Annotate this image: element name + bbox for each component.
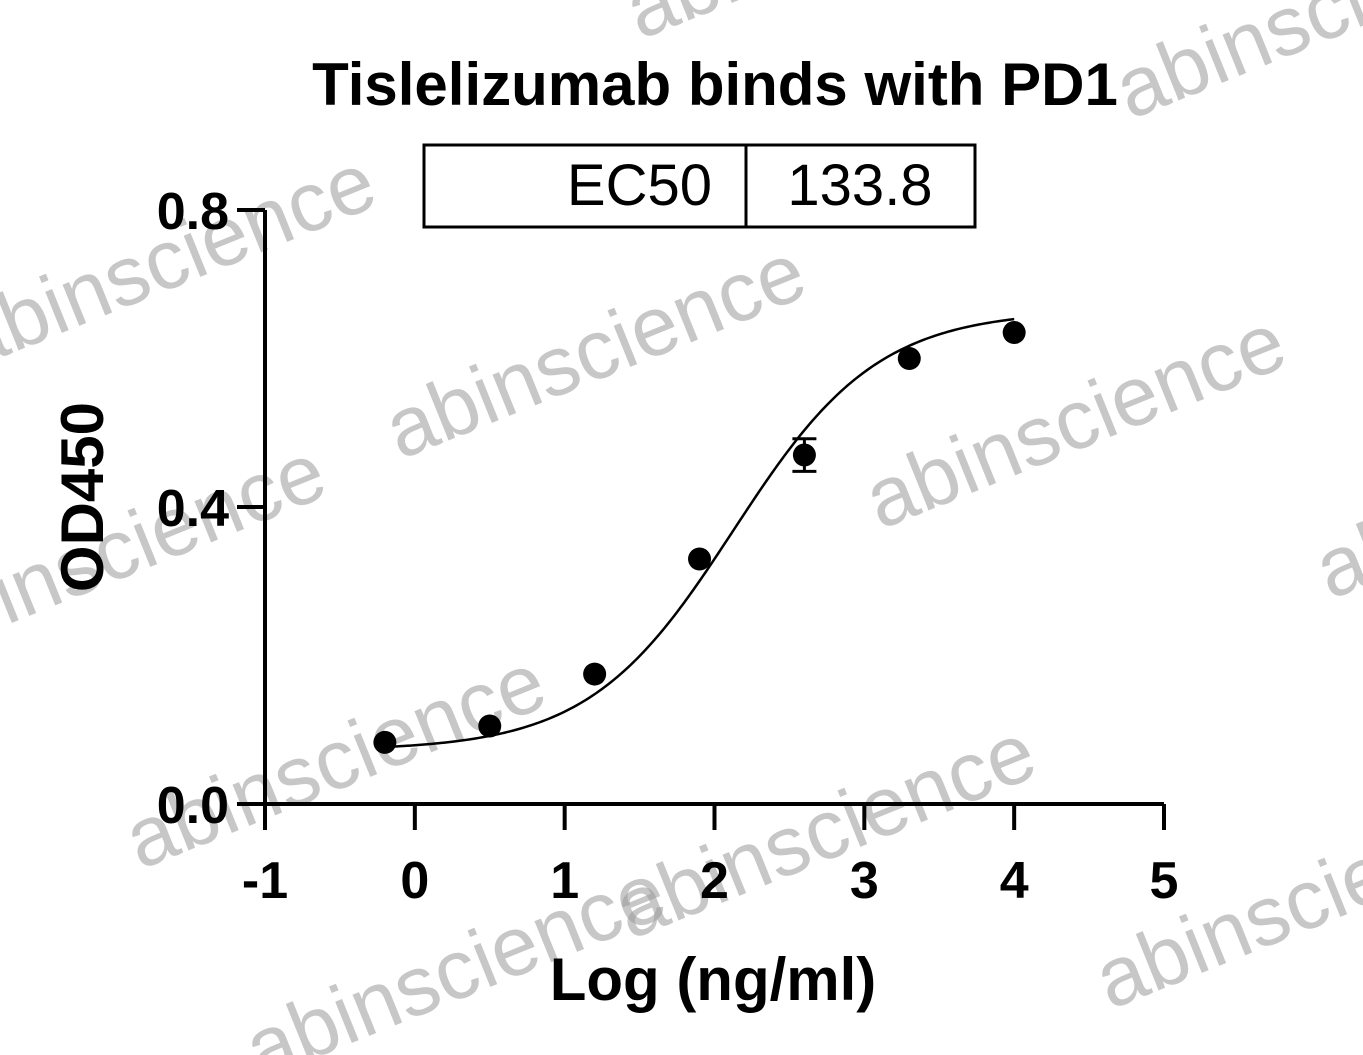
y-ticks: 0.0 0.4 0.8 — [157, 183, 265, 835]
y-tick-label: 0.8 — [157, 183, 229, 241]
data-point — [583, 662, 607, 686]
data-point — [373, 730, 397, 754]
chart-title: Tislelizumab binds with PD1 — [312, 51, 1118, 118]
x-tick-label: 0 — [400, 852, 429, 910]
data-point — [688, 547, 712, 571]
data-point — [478, 714, 502, 738]
x-tick-label: 2 — [700, 852, 729, 910]
watermark-text: abinscience — [1302, 363, 1363, 616]
ec50-table: EC50 133.8 — [422, 143, 977, 229]
y-tick-label: 0.4 — [157, 480, 229, 538]
x-ticks: -1 0 1 2 3 4 5 — [242, 804, 1179, 910]
watermark-text: abinscience — [0, 133, 388, 386]
watermark-text: abinscience — [852, 293, 1299, 546]
data-point — [897, 347, 921, 370]
watermark-text: abinscience — [612, 0, 1059, 57]
watermark-text: abinscience — [1102, 0, 1363, 137]
y-axis-label: OD450 — [49, 402, 116, 592]
ec50-label: EC50 — [567, 153, 712, 218]
x-tick-label: 1 — [550, 852, 579, 910]
watermark-text: abinscience — [372, 223, 819, 476]
y-tick-label: 0.0 — [157, 777, 229, 835]
watermark-text: abinscience — [112, 633, 559, 886]
watermark-text: abinscience — [1082, 773, 1363, 1026]
x-tick-label: -1 — [242, 852, 288, 910]
x-axis-label: Log (ng/ml) — [550, 946, 877, 1013]
data-point — [1002, 321, 1026, 345]
data-points — [373, 321, 1026, 754]
x-tick-label: 5 — [1150, 852, 1179, 910]
x-tick-label: 3 — [850, 852, 879, 910]
ec50-value: 133.8 — [787, 153, 932, 218]
data-point — [792, 443, 816, 467]
x-tick-label: 4 — [1000, 852, 1029, 910]
